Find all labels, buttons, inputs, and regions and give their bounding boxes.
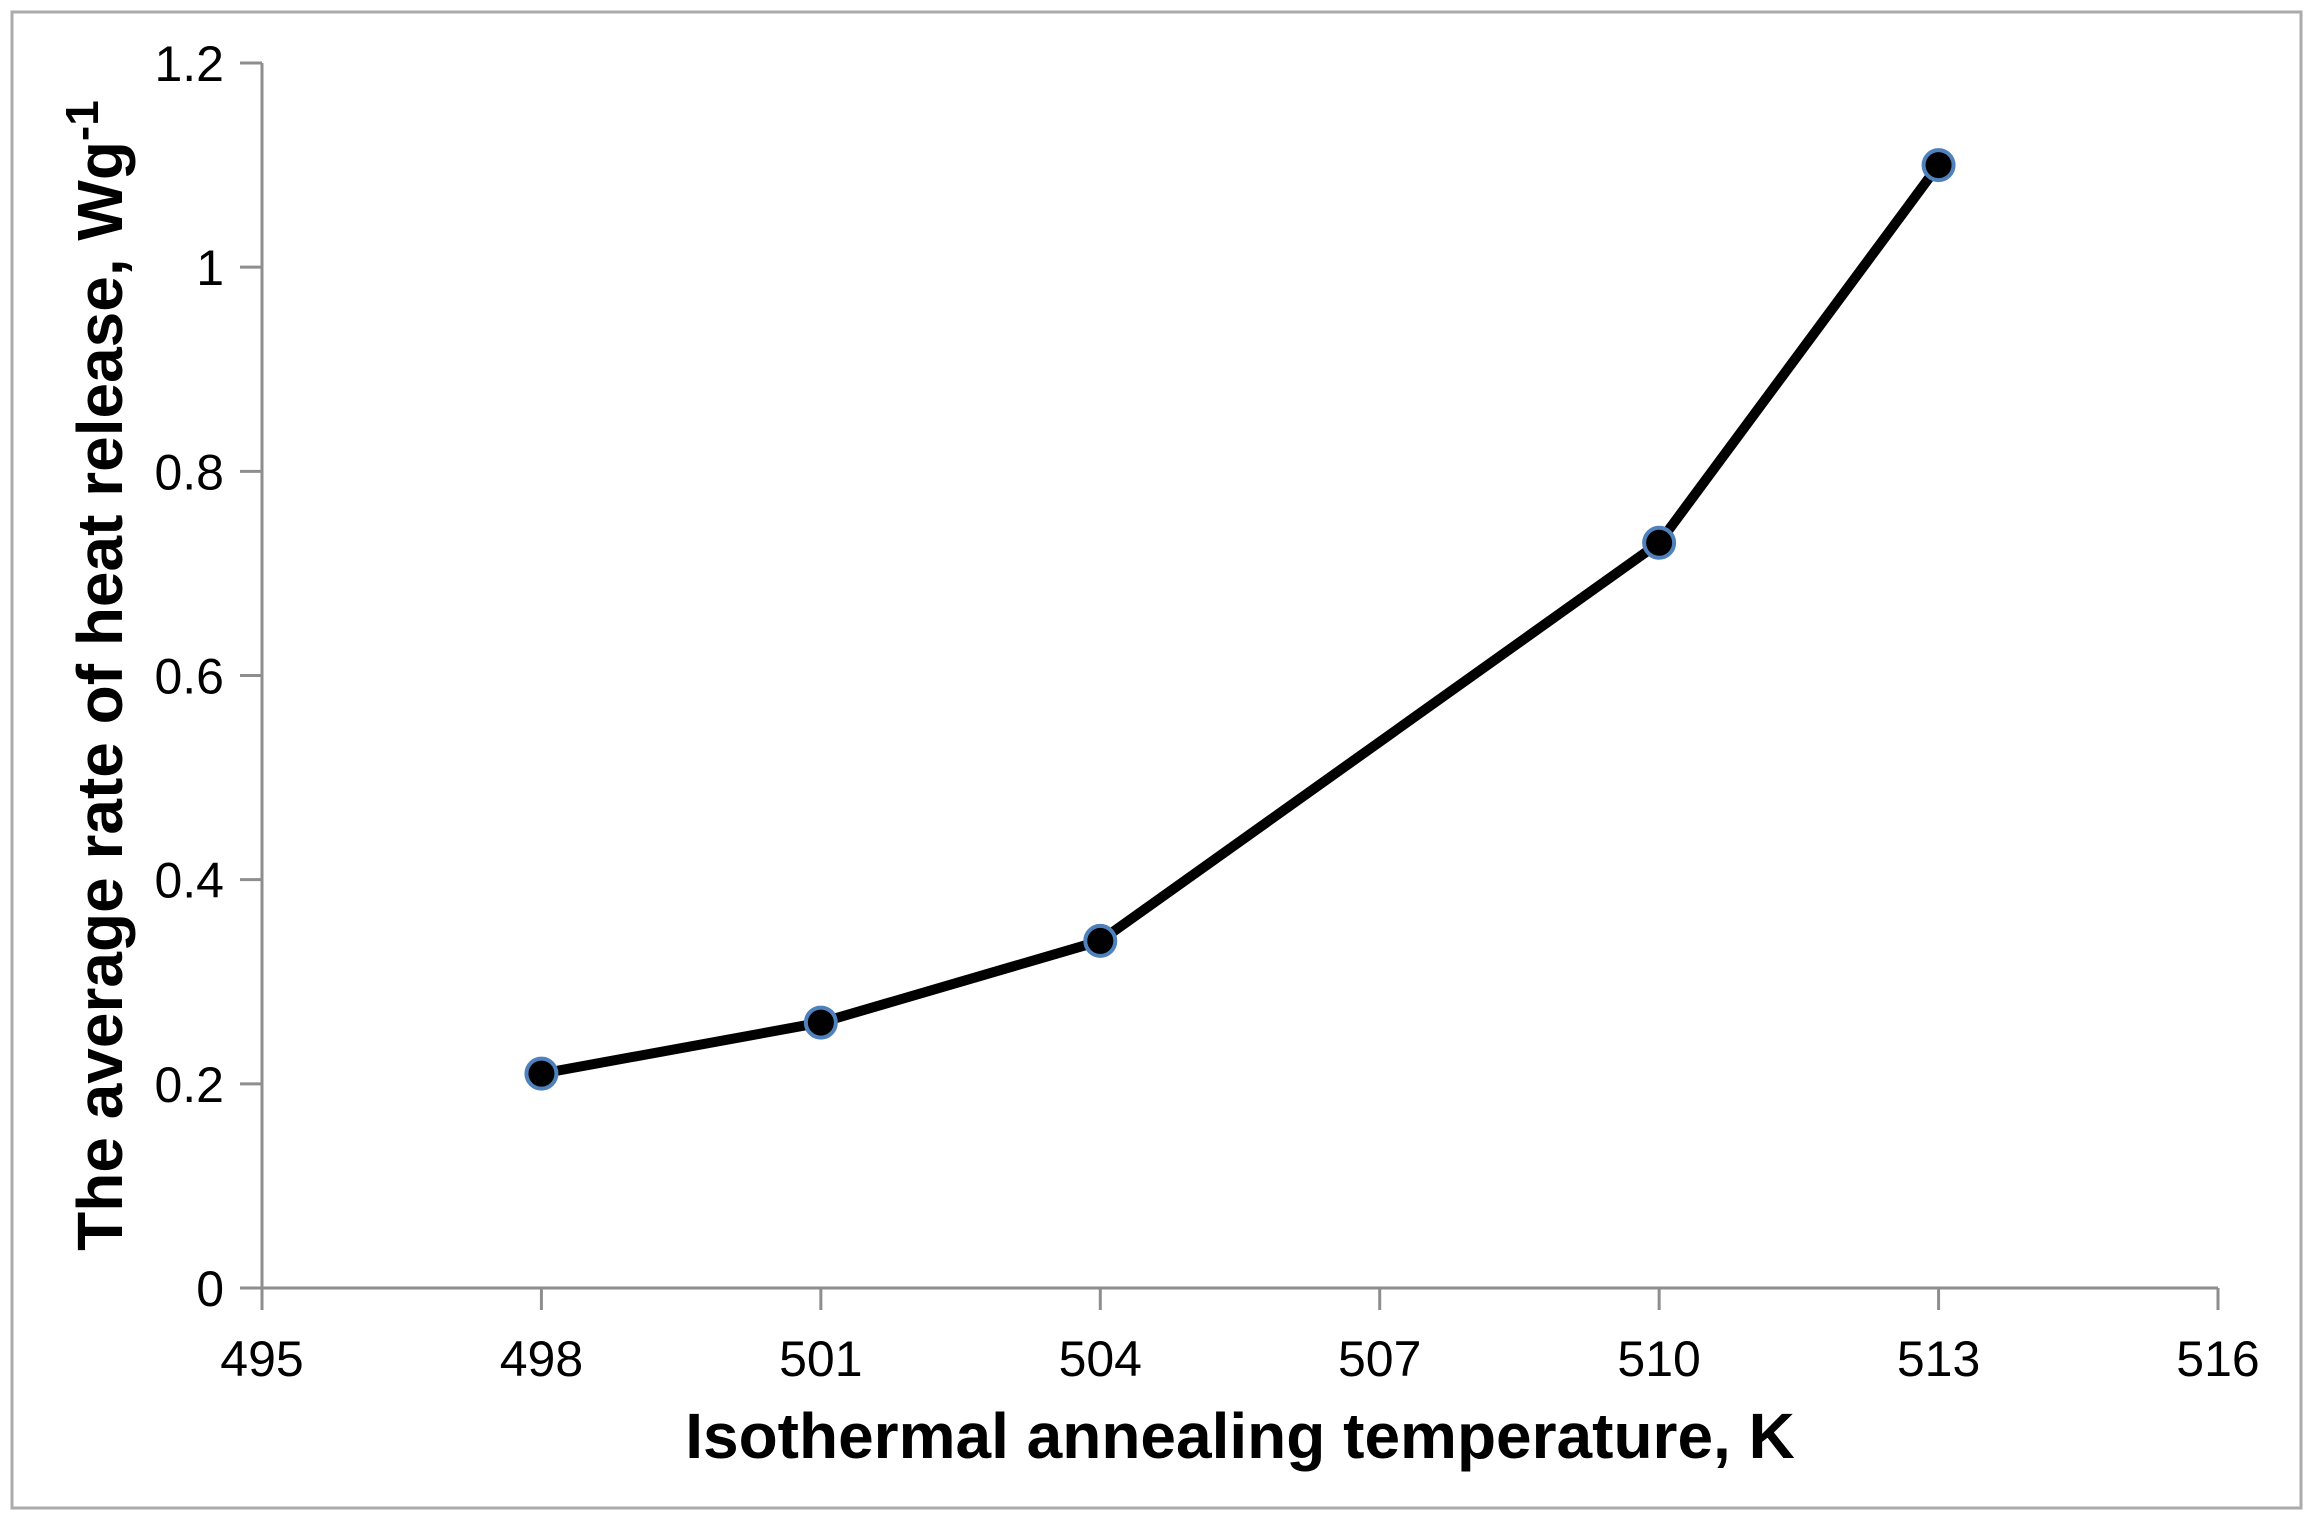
x-tick-label: 513 [1897,1331,1980,1387]
y-axis-title: The average rate of heat release, Wg-1 [56,100,136,1251]
y-axis-unit-exponent: -1 [56,100,108,141]
x-tick-label: 516 [2176,1331,2259,1387]
y-tick-label: 0.6 [154,649,224,705]
x-tick-label: 504 [1059,1331,1142,1387]
data-point-marker [1921,148,1956,183]
chart-border [10,10,2303,1510]
x-tick-label: 498 [500,1331,583,1387]
data-point-marker [1642,525,1677,560]
y-tick-label: 0.4 [154,853,224,909]
y-tick-label: 1 [196,240,224,296]
y-tick-label: 0 [196,1261,224,1317]
y-tick-label: 0.2 [154,1057,224,1113]
data-point-marker [803,1005,838,1040]
x-tick-label: 495 [220,1331,303,1387]
y-tick-label: 1.2 [154,36,224,92]
data-point-marker [1083,923,1118,958]
x-tick-label: 510 [1617,1331,1700,1387]
x-axis-title: Isothermal annealing temperature, K [685,1400,1795,1472]
data-point-marker [524,1056,559,1091]
x-tick-label: 501 [779,1331,862,1387]
y-axis-title-text: The average rate of heat release, Wg [64,141,136,1251]
x-tick-label: 507 [1338,1331,1421,1387]
y-tick-label: 0.8 [154,444,224,500]
